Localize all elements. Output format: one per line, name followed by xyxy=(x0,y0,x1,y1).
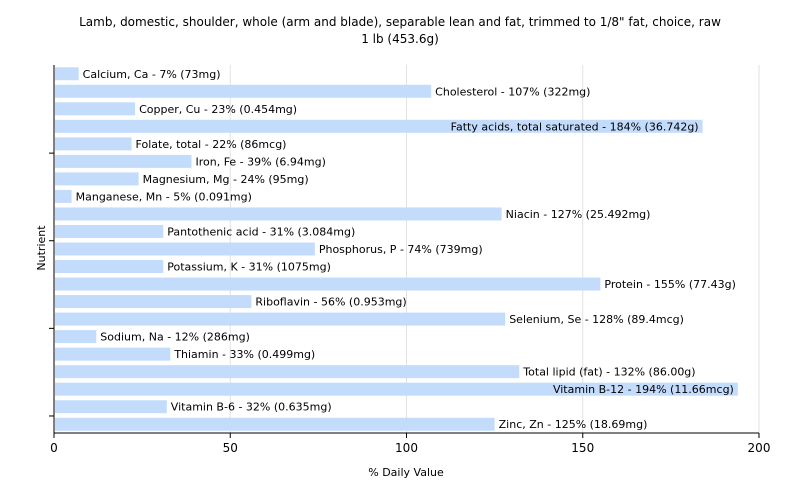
bar xyxy=(55,242,315,256)
bar-label: Potassium, K - 31% (1075mg) xyxy=(167,261,331,274)
bar xyxy=(55,189,72,203)
bar-label: Total lipid (fat) - 132% (86.00g) xyxy=(522,366,695,379)
bar-label: Pantothenic acid - 31% (3.084mg) xyxy=(167,225,355,238)
bar xyxy=(55,84,432,98)
bar-label: Sodium, Na - 12% (286mg) xyxy=(100,331,250,344)
bar xyxy=(55,312,506,326)
chart-subtitle: 1 lb (453.6g) xyxy=(361,32,439,46)
bar-label: Copper, Cu - 23% (0.454mg) xyxy=(139,103,297,116)
bar xyxy=(55,154,192,168)
bar-label: Manganese, Mn - 5% (0.091mg) xyxy=(76,190,252,203)
x-axis-title: % Daily Value xyxy=(368,466,444,479)
x-tick-label: 100 xyxy=(395,441,418,455)
bars: Calcium, Ca - 7% (73mg) Cholesterol - 107… xyxy=(55,67,738,431)
bar-label: Folate, total - 22% (86mcg) xyxy=(136,138,287,151)
x-tick-label: 150 xyxy=(571,441,594,455)
bar xyxy=(55,295,252,309)
bar xyxy=(55,224,164,238)
bar xyxy=(55,119,703,133)
bar-label: Zinc, Zn - 125% (18.69mg) xyxy=(499,418,648,431)
x-tick-label: 50 xyxy=(223,441,238,455)
bar xyxy=(55,172,139,186)
bar xyxy=(55,400,167,414)
bar xyxy=(55,277,601,291)
bar-label: Magnesium, Mg - 24% (95mg) xyxy=(143,173,309,186)
bar xyxy=(55,67,79,81)
bar-label: Selenium, Se - 128% (89.4mcg) xyxy=(509,313,684,326)
bar-label: Vitamin B-12 - 194% (11.66mcg) xyxy=(553,383,734,396)
x-ticks: 0 50 100 150 200 xyxy=(50,433,770,455)
bar xyxy=(55,347,171,361)
x-tick-label: 0 xyxy=(50,441,58,455)
bar-label: Vitamin B-6 - 32% (0.635mg) xyxy=(171,401,332,414)
bar-label: Cholesterol - 107% (322mg) xyxy=(435,85,590,98)
bar xyxy=(55,382,738,396)
bar xyxy=(55,260,164,274)
bar-label: Calcium, Ca - 7% (73mg) xyxy=(83,68,221,81)
bar xyxy=(55,417,495,431)
bar-label: Fatty acids, total saturated - 184% (36.… xyxy=(451,120,699,133)
bar-label: Protein - 155% (77.43g) xyxy=(604,278,736,291)
bar xyxy=(55,365,520,379)
x-tick-label: 200 xyxy=(748,441,771,455)
y-axis-title: Nutrient xyxy=(35,225,48,271)
bar-label: Thiamin - 33% (0.499mg) xyxy=(173,348,315,361)
bar xyxy=(55,207,502,221)
bar-label: Riboflavin - 56% (0.953mg) xyxy=(255,296,406,309)
bar xyxy=(55,137,132,151)
bar-label: Phosphorus, P - 74% (739mg) xyxy=(319,243,483,256)
bar-label: Iron, Fe - 39% (6.94mg) xyxy=(195,155,325,168)
chart-title-block: Lamb, domestic, shoulder, whole (arm and… xyxy=(0,14,800,48)
chart-title: Lamb, domestic, shoulder, whole (arm and… xyxy=(79,15,721,29)
bar-label: Niacin - 127% (25.492mg) xyxy=(506,208,651,221)
bar xyxy=(55,330,97,344)
bar xyxy=(55,102,136,116)
